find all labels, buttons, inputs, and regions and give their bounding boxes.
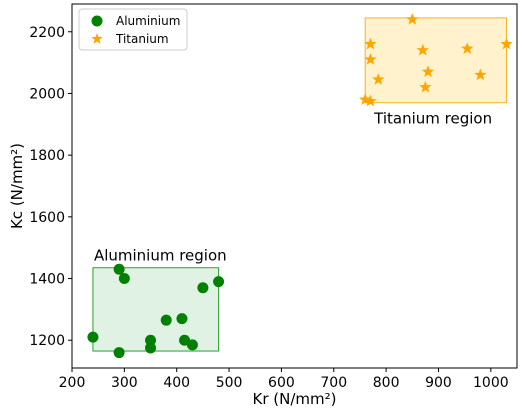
x-axis-title: Kr (N/mm²) xyxy=(253,390,337,408)
x-tick-label-0: 200 xyxy=(59,375,86,391)
region-label-0: Aluminium region xyxy=(94,247,227,265)
point-aluminium-1 xyxy=(113,347,125,359)
x-tick-label-4: 600 xyxy=(268,375,295,391)
point-aluminium-2 xyxy=(113,263,125,275)
legend-marker-aluminium xyxy=(91,15,103,27)
point-titanium-10 xyxy=(474,68,487,81)
x-tick-label-3: 500 xyxy=(216,375,243,391)
point-titanium-9 xyxy=(461,42,474,54)
point-titanium-3 xyxy=(364,53,377,65)
point-aluminium-6 xyxy=(160,314,172,326)
y-tick-label-0: 1200 xyxy=(29,333,65,349)
y-tick-label-1: 1400 xyxy=(29,272,65,288)
legend: Aluminium Titanium xyxy=(78,8,188,51)
legend-label-aluminium: Aluminium xyxy=(116,14,180,28)
y-tick-label-5: 2200 xyxy=(29,25,65,41)
x-tick-label-1: 300 xyxy=(111,375,138,391)
legend-frame xyxy=(78,8,188,51)
legend-marker-titanium xyxy=(91,33,103,44)
point-aluminium-7 xyxy=(176,313,188,325)
point-titanium-6 xyxy=(416,43,429,56)
x-tick-label-5: 700 xyxy=(320,375,347,391)
point-titanium-4 xyxy=(372,73,385,85)
plot-area-frame xyxy=(71,3,518,369)
point-aluminium-9 xyxy=(186,339,198,351)
region-box-0 xyxy=(92,267,220,352)
point-titanium-1 xyxy=(364,94,377,107)
y-axis-title: Kc (N/mm²) xyxy=(8,143,26,229)
point-titanium-5 xyxy=(406,12,419,25)
point-aluminium-4 xyxy=(145,334,157,346)
point-aluminium-3 xyxy=(118,273,130,285)
point-aluminium-0 xyxy=(87,331,99,343)
y-tick-label-4: 2000 xyxy=(29,86,65,102)
point-titanium-0 xyxy=(358,93,372,105)
legend-label-titanium: Titanium xyxy=(115,32,169,46)
points-layer xyxy=(87,12,513,359)
x-tick-label-8: 1000 xyxy=(473,375,509,391)
region-label-1: Titanium region xyxy=(373,110,492,128)
point-titanium-2 xyxy=(364,37,377,50)
x-tick-label-2: 400 xyxy=(163,375,190,391)
point-aluminium-11 xyxy=(213,276,225,288)
x-tick-label-7: 900 xyxy=(425,375,452,391)
y-tick-label-3: 1800 xyxy=(29,148,65,164)
point-aluminium-10 xyxy=(197,282,209,294)
regions-layer: Aluminium region Titanium region xyxy=(92,17,508,352)
x-axis: 200 300 400 500 600 700 800 900 1000 xyxy=(59,368,509,391)
x-tick-label-6: 800 xyxy=(373,375,400,391)
point-titanium-8 xyxy=(421,65,435,78)
y-tick-label-2: 1600 xyxy=(29,210,65,226)
region-box-1 xyxy=(364,17,508,104)
point-aluminium-5 xyxy=(145,342,157,354)
point-titanium-11 xyxy=(500,37,513,50)
point-titanium-7 xyxy=(419,80,432,93)
y-axis: 1200 1400 1600 1800 2000 2200 xyxy=(29,25,72,349)
